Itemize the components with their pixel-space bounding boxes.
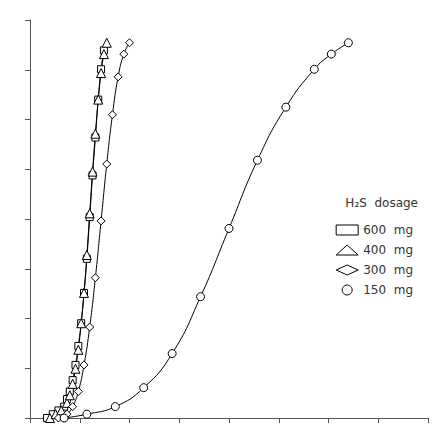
svg-text:600 mg: 600 mg — [363, 223, 413, 237]
svg-text:300 mg: 300 mg — [363, 263, 413, 277]
svg-text:150 mg: 150 mg — [363, 283, 413, 297]
svg-text:400 mg: 400 mg — [363, 243, 413, 257]
svg-text:H₂S dosage: H₂S dosage — [345, 196, 418, 210]
